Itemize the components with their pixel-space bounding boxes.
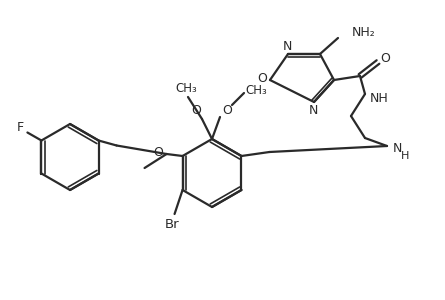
Text: CH₃: CH₃ [175, 82, 197, 94]
Text: O: O [222, 103, 232, 116]
Text: CH₃: CH₃ [245, 85, 267, 98]
Text: N: N [392, 142, 402, 155]
Text: N: N [282, 40, 291, 52]
Text: NH: NH [370, 92, 388, 106]
Text: O: O [380, 52, 390, 65]
Text: Br: Br [165, 218, 180, 230]
Text: F: F [17, 121, 24, 134]
Text: H: H [401, 151, 409, 161]
Text: O: O [154, 146, 163, 160]
Text: NH₂: NH₂ [352, 26, 376, 40]
Text: O: O [257, 73, 267, 85]
Text: N: N [308, 103, 318, 116]
Text: O: O [191, 103, 201, 116]
